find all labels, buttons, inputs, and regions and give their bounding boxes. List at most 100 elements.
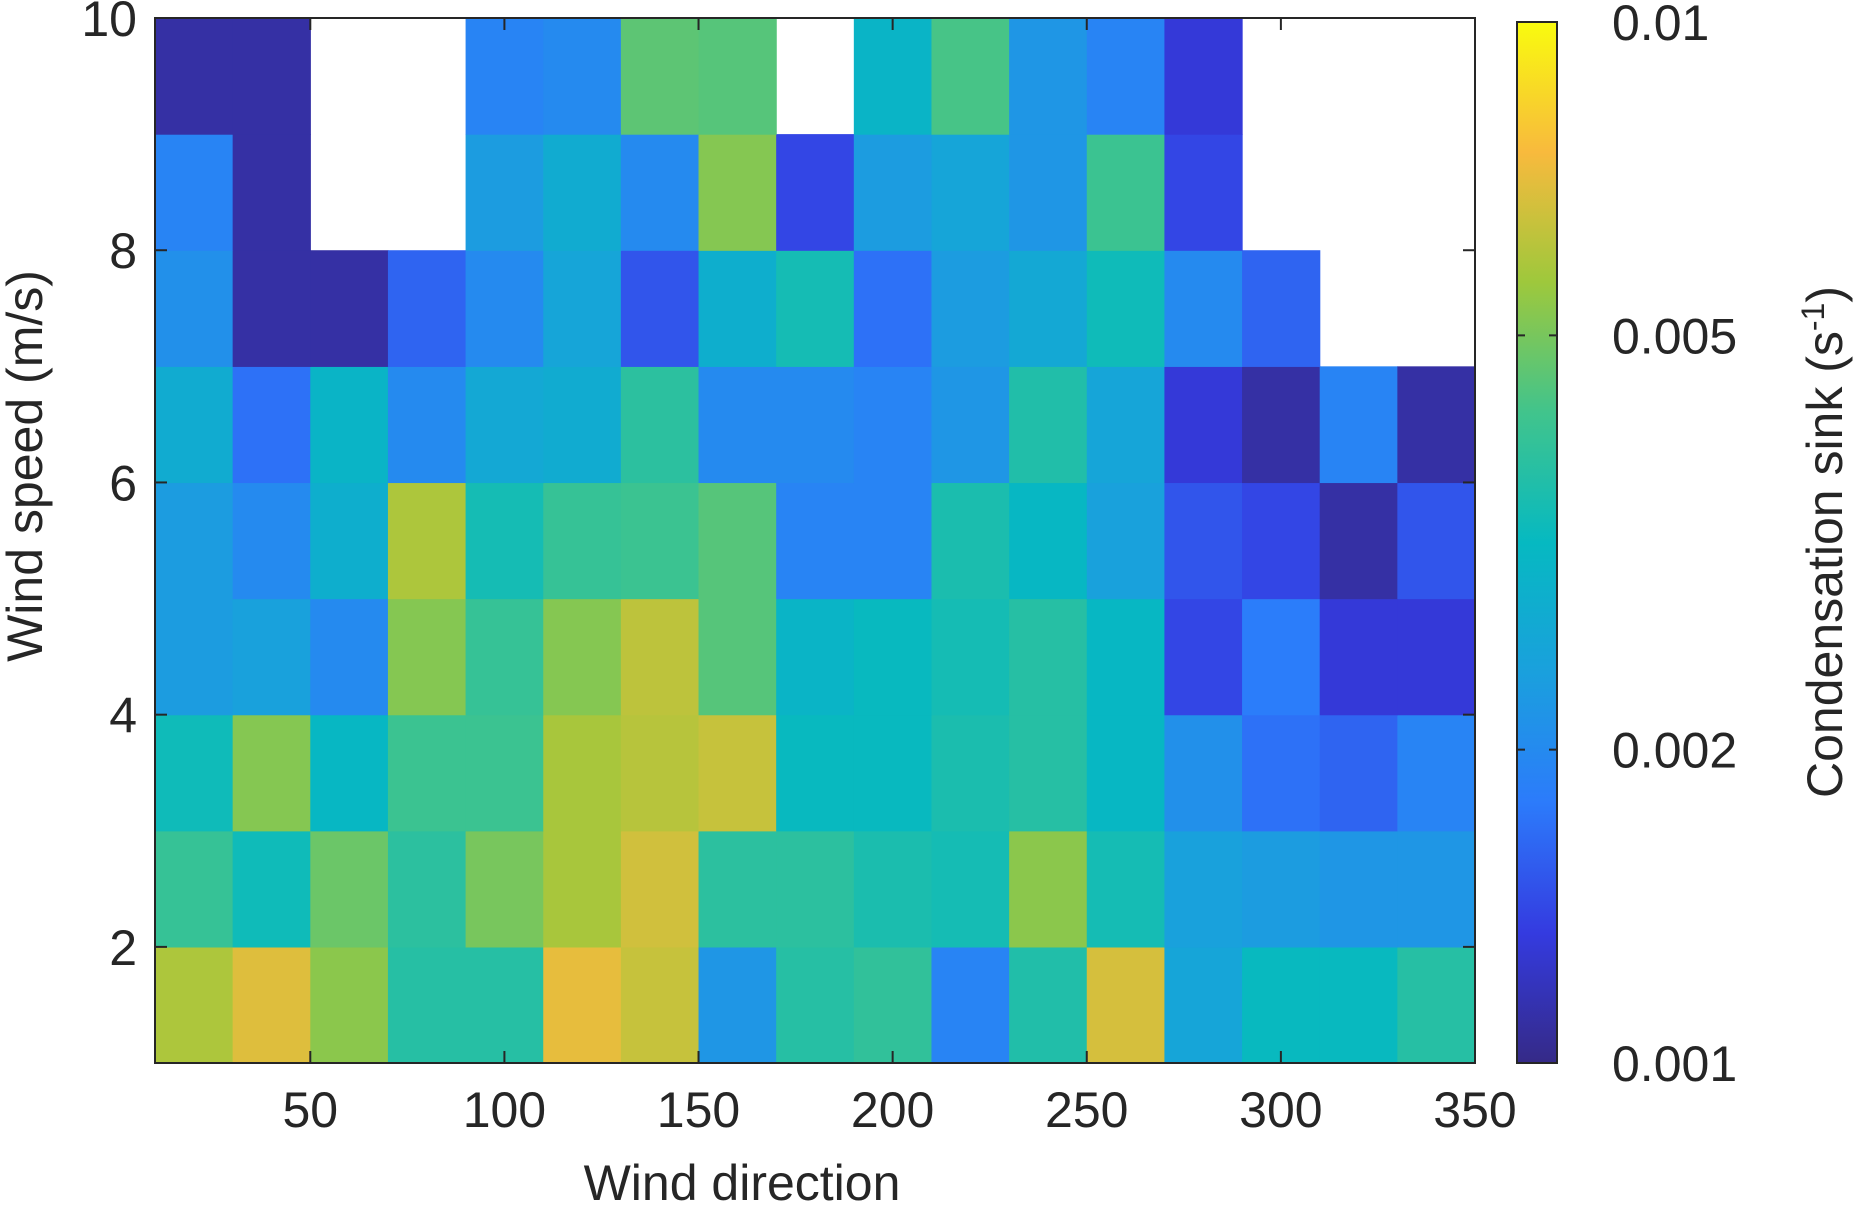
- heatmap-cell: [543, 18, 622, 135]
- heatmap-cell: [931, 18, 1010, 135]
- colorbar-title-suffix: ): [1797, 286, 1853, 303]
- heatmap-cell: [853, 250, 933, 367]
- heatmap-cell: [465, 250, 544, 367]
- heatmap-cell: [776, 250, 855, 367]
- heatmap-cell: [698, 366, 777, 484]
- heatmap-cell: [698, 482, 777, 600]
- heatmap-cell: [1009, 946, 1088, 1064]
- heatmap-cell: [853, 366, 933, 484]
- heatmap-cell: [232, 714, 311, 832]
- heatmap-cell: [387, 250, 467, 367]
- x-axis-title: Wind direction: [584, 1155, 901, 1211]
- heatmap-cell: [1242, 830, 1321, 948]
- heatmap-cell: [931, 946, 1010, 1064]
- heatmap-cell: [698, 714, 777, 832]
- x-tick-label: 200: [851, 1082, 934, 1138]
- heatmap-cell: [620, 18, 700, 135]
- y-axis-title: Wind speed (m/s): [0, 270, 53, 662]
- heatmap-cells: [155, 18, 1476, 1064]
- heatmap-cell: [1009, 830, 1088, 948]
- x-tick-label: 350: [1433, 1082, 1516, 1138]
- plot-area-frame: [154, 17, 1476, 1064]
- heatmap-cell: [1397, 598, 1476, 716]
- y-tick-label: 2: [109, 920, 137, 976]
- heatmap-cell: [1242, 714, 1321, 832]
- heatmap-cell: [698, 946, 777, 1064]
- heatmap-cell: [232, 830, 311, 948]
- heatmap-cell: [1164, 134, 1243, 251]
- heatmap-cell: [776, 830, 855, 948]
- heatmap-cell: [698, 250, 777, 367]
- y-tick-label: 6: [109, 455, 137, 511]
- heatmap-cell: [776, 946, 855, 1064]
- heatmap-cell: [465, 482, 544, 600]
- heatmap-cell: [465, 830, 544, 948]
- heatmap-cell: [310, 946, 389, 1064]
- heatmap-cell: [387, 482, 467, 600]
- heatmap-cell: [1009, 250, 1088, 367]
- heatmap-cell: [1009, 598, 1088, 716]
- heatmap-cell: [620, 946, 700, 1064]
- y-tick-label: 8: [109, 223, 137, 279]
- heatmap-cell: [465, 366, 544, 484]
- heatmap-cell: [1242, 250, 1321, 367]
- heatmap-cell: [1086, 366, 1166, 484]
- heatmap-cell: [543, 598, 622, 716]
- heatmap-cell: [1086, 946, 1166, 1064]
- x-tick-label: 250: [1045, 1082, 1128, 1138]
- heatmap-cell: [465, 134, 544, 251]
- y-tick-label: 4: [109, 688, 137, 744]
- heatmap-cell: [155, 366, 234, 484]
- y-tick-label: 10: [81, 0, 137, 47]
- colorbar-tick-label: 0.001: [1612, 1036, 1737, 1092]
- heatmap-cell: [543, 946, 622, 1064]
- colorbar-tick-label: 0.002: [1612, 723, 1737, 779]
- heatmap-cell: [620, 830, 700, 948]
- heatmap-cell: [853, 946, 933, 1064]
- x-tick-label: 50: [282, 1082, 338, 1138]
- heatmap-cell: [853, 598, 933, 716]
- heatmap-cell: [620, 134, 700, 251]
- heatmap-cell: [1319, 830, 1398, 948]
- heatmap-cell: [1397, 366, 1476, 484]
- heatmap-cell: [1319, 714, 1398, 832]
- heatmap-cell: [698, 830, 777, 948]
- heatmap-cell: [1164, 830, 1243, 948]
- heatmap-cell: [776, 366, 855, 484]
- heatmap-cell: [543, 134, 622, 251]
- heatmap-cell: [232, 250, 311, 367]
- heatmap-cell: [310, 250, 389, 367]
- heatmap-cell: [1397, 482, 1476, 600]
- heatmap-cell: [853, 714, 933, 832]
- heatmap-cell: [1009, 714, 1088, 832]
- heatmap-cell: [1319, 946, 1398, 1064]
- heatmap-cell: [1397, 946, 1476, 1064]
- heatmap-cell: [776, 134, 855, 251]
- heatmap-cell: [232, 134, 311, 251]
- heatmap-cell: [1164, 18, 1243, 135]
- heatmap-cell: [465, 18, 544, 135]
- heatmap-cell: [155, 482, 234, 600]
- heatmap-cell: [1242, 482, 1321, 600]
- heatmap-cell: [1086, 830, 1166, 948]
- heatmap-cell: [310, 714, 389, 832]
- heatmap-cell: [698, 134, 777, 251]
- colorbar: [1516, 21, 1558, 1064]
- x-axis: 50 100 150 200 250 300 350: [282, 18, 1517, 1138]
- x-tick-label: 150: [657, 1082, 740, 1138]
- x-tick-label: 100: [463, 1082, 546, 1138]
- heatmap-cell: [465, 946, 544, 1064]
- heatmap-cell: [1319, 598, 1398, 716]
- heatmap-cell: [1164, 482, 1243, 600]
- heatmap-cell: [155, 250, 234, 367]
- heatmap-cell: [620, 250, 700, 367]
- y-axis: 2 4 6 8 10: [81, 0, 1475, 976]
- colorbar-title: Condensation sink (s-1): [1795, 286, 1853, 798]
- heatmap-cell: [543, 482, 622, 600]
- heatmap-cell: [155, 946, 234, 1064]
- heatmap-cell: [310, 598, 389, 716]
- heatmap-cell: [1164, 250, 1243, 367]
- heatmap-cell: [1086, 482, 1166, 600]
- heatmap-cell: [232, 18, 311, 135]
